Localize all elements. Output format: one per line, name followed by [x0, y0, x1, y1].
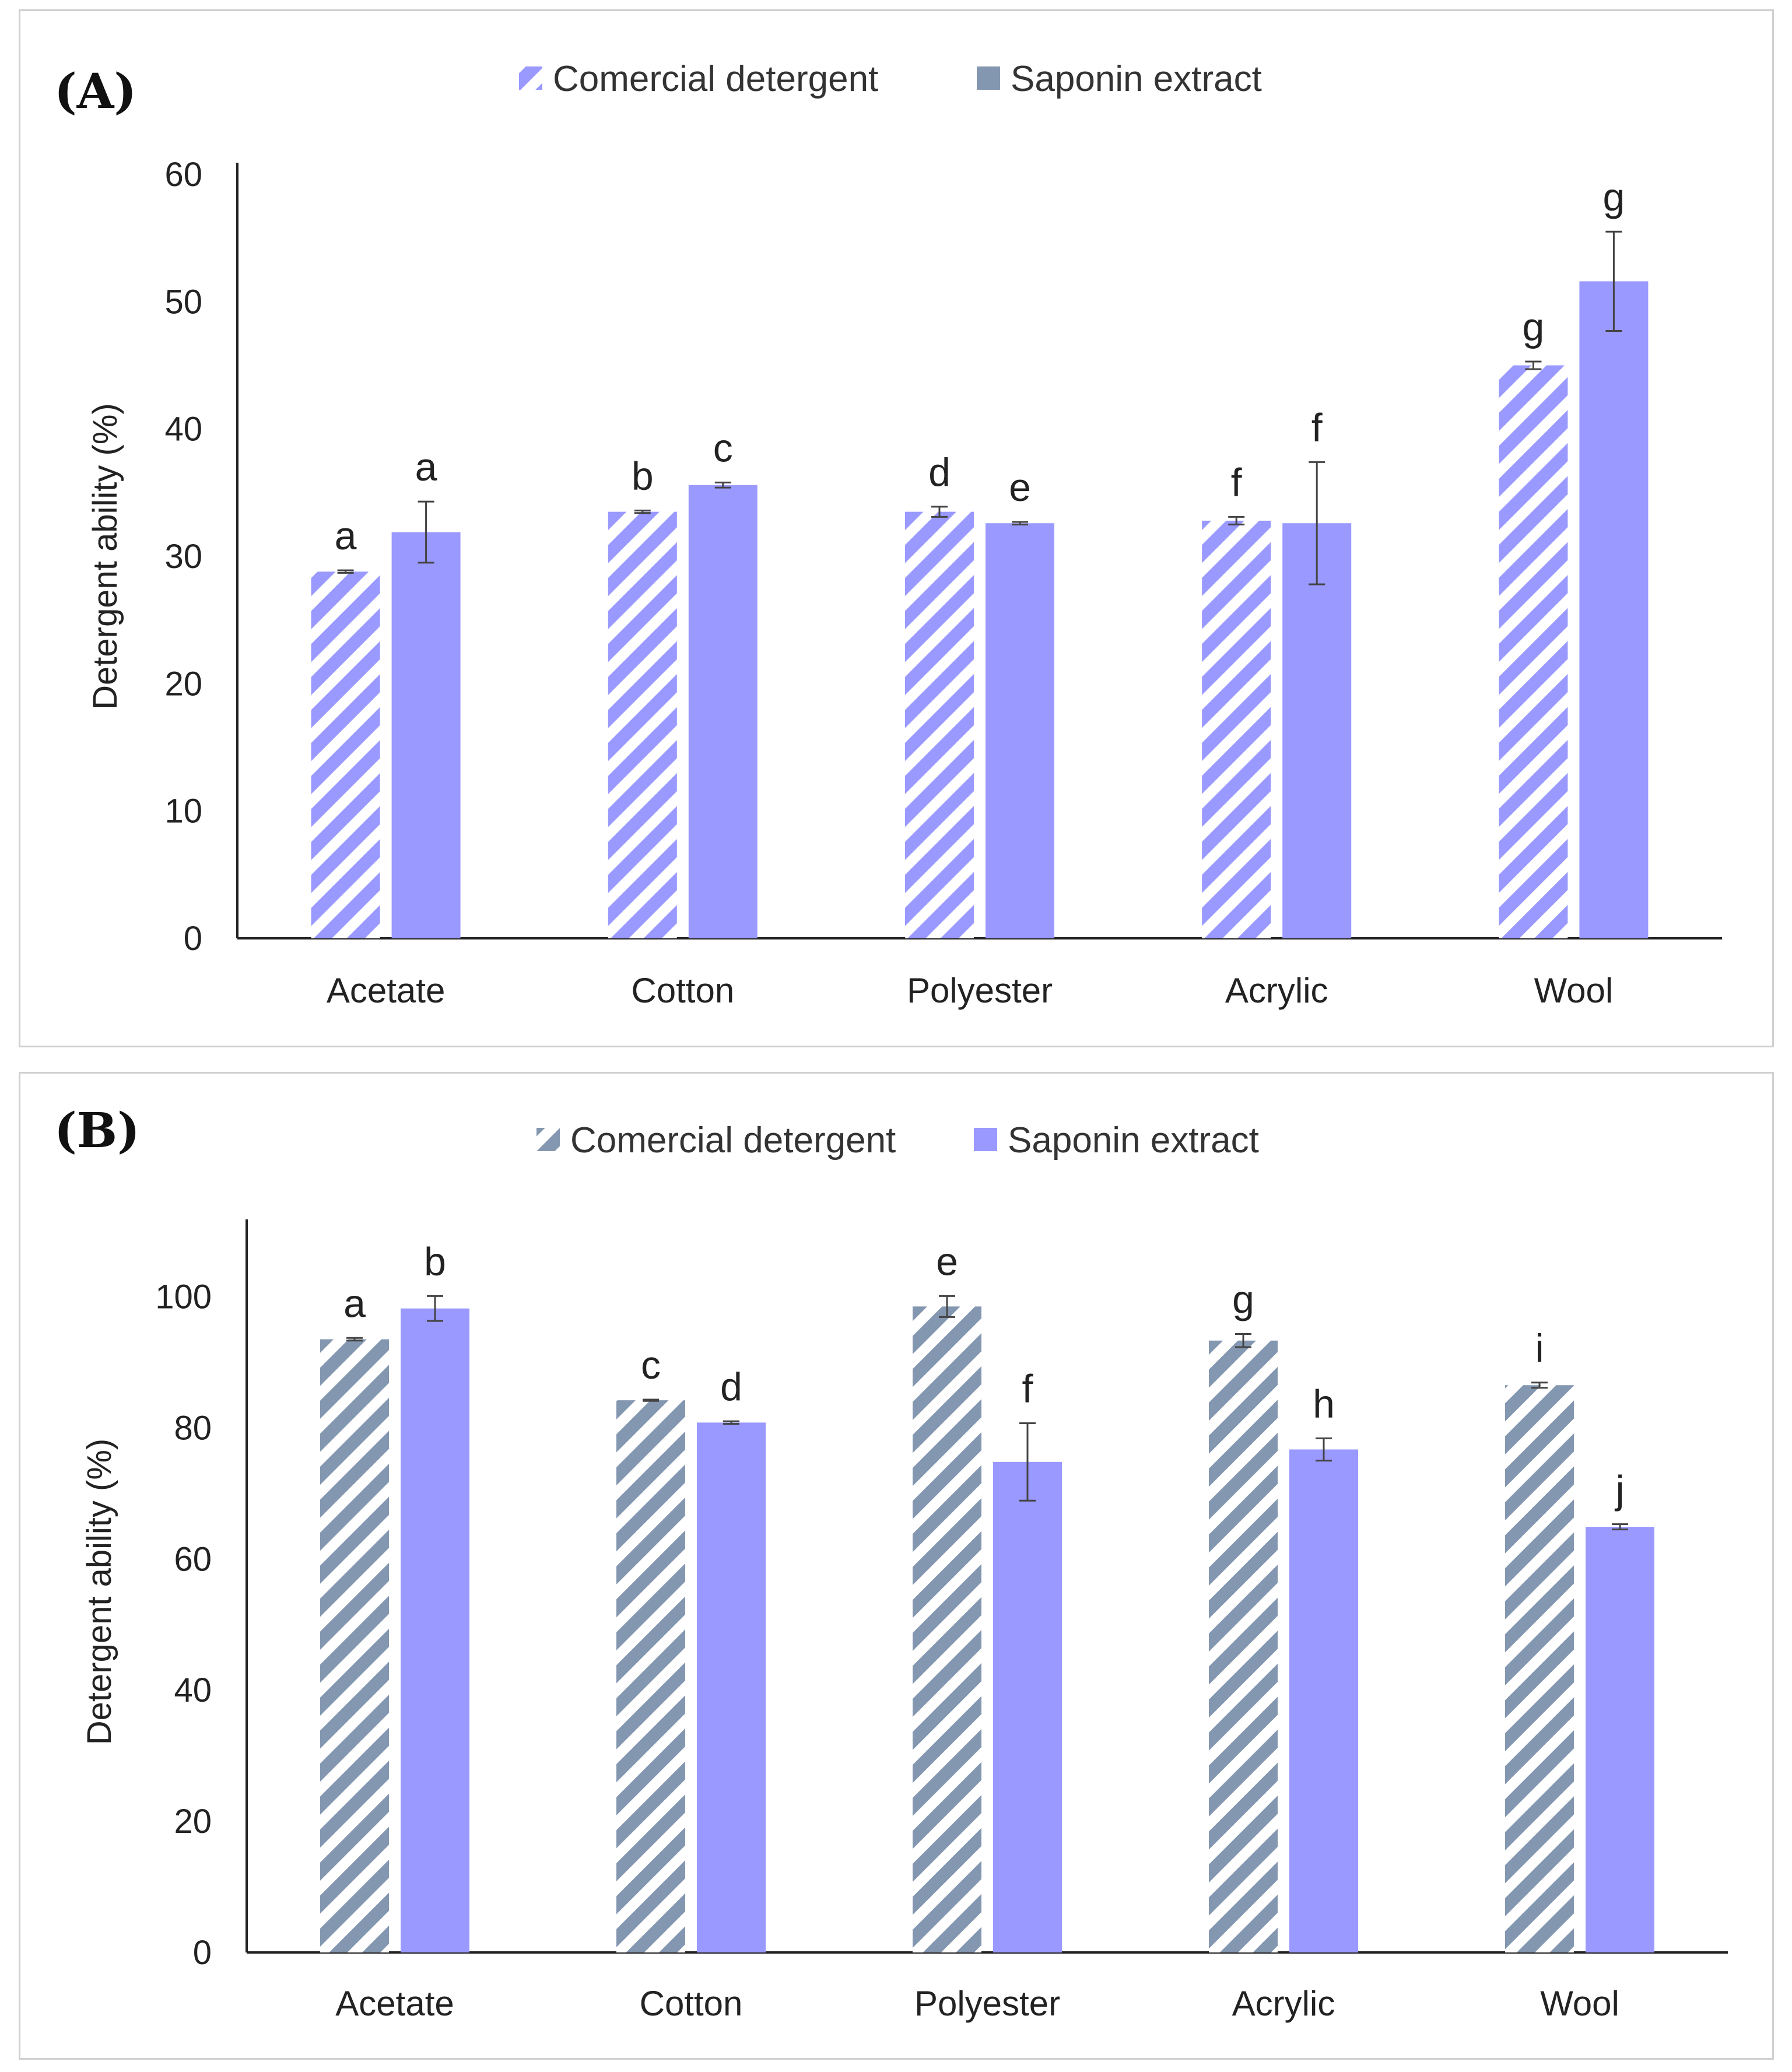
y-tick-label: 40: [164, 411, 202, 448]
significance-letter: d: [720, 1365, 742, 1409]
bar-polyester-series-1: [986, 523, 1054, 938]
significance-letter: c: [713, 426, 733, 470]
bar-wool-series-1: [1579, 281, 1649, 938]
panel-label-a: (A): [54, 64, 137, 120]
y-tick-label: 20: [164, 665, 202, 703]
y-tick-label: 30: [164, 538, 202, 576]
significance-letter: f: [1231, 460, 1242, 504]
y-tick-label: 0: [193, 1934, 212, 1972]
bar-acetate-series-0: [311, 572, 380, 938]
bar-polyester-series-0: [913, 1306, 981, 1952]
bar-chart-a: 0 10 20 30 40 50 60 Detergent ability (%) a b d f g a…: [86, 59, 1722, 1010]
x-tick-label-wool: Wool: [1534, 971, 1614, 1010]
significance-letter: j: [1614, 1468, 1624, 1512]
x-tick-label-cotton: Cotton: [640, 1984, 743, 2023]
x-tick-label-polyester: Polyester: [914, 1984, 1060, 2023]
bar-cotton-series-1: [697, 1422, 766, 1952]
significance-letter: e: [1009, 465, 1031, 510]
significance-letter: e: [936, 1239, 958, 1284]
significance-letter: g: [1522, 305, 1544, 349]
y-tick-label: 50: [164, 283, 202, 321]
bar-acrylic-series-1: [1289, 1449, 1358, 1952]
y-tick-label: 100: [155, 1278, 212, 1316]
significance-letter: f: [1311, 405, 1323, 450]
bar-polyester-series-0: [905, 511, 974, 938]
legend-label: Comercial detergent: [570, 1120, 896, 1161]
x-tick-label-polyester: Polyester: [907, 971, 1053, 1010]
bar-cotton-series-0: [608, 511, 677, 938]
x-tick-label-wool: Wool: [1540, 1984, 1619, 2023]
bar-acrylic-series-0: [1202, 520, 1271, 938]
legend-label: Saponin extract: [1008, 1120, 1259, 1161]
y-tick-label: 80: [174, 1409, 212, 1447]
y-tick-label: 20: [174, 1803, 212, 1840]
significance-letter: h: [1313, 1382, 1335, 1426]
significance-letter: a: [335, 514, 357, 558]
x-tick-label-acrylic: Acrylic: [1225, 971, 1328, 1010]
y-axis-title: Detergent ability (%): [80, 1439, 118, 1745]
bar-acetate-series-0: [320, 1339, 389, 1952]
significance-letter: g: [1232, 1278, 1254, 1322]
y-tick-label: 40: [174, 1671, 212, 1709]
legend-label: Saponin extract: [1011, 59, 1262, 99]
y-tick-label: 10: [164, 793, 202, 830]
legend-swatch: [519, 66, 542, 90]
significance-letter: g: [1602, 175, 1625, 219]
chart-panel-a: (A) 0 10 20 30 40 50 60 Detergent ability (%) a b…: [19, 9, 1774, 1047]
bar-cotton-series-1: [688, 485, 758, 938]
bar-wool-series-0: [1499, 365, 1568, 938]
significance-letter: b: [424, 1239, 446, 1284]
bar-acrylic-series-0: [1209, 1340, 1278, 1952]
bar-wool-series-1: [1586, 1527, 1654, 1952]
x-tick-label-cotton: Cotton: [631, 971, 734, 1010]
bar-acetate-series-1: [401, 1308, 469, 1952]
legend-label: Comercial detergent: [553, 59, 878, 99]
significance-letter: i: [1535, 1326, 1544, 1370]
significance-letter: d: [928, 450, 951, 495]
y-tick-label: 60: [164, 156, 202, 194]
bar-wool-series-0: [1505, 1385, 1574, 1952]
bar-cotton-series-0: [616, 1400, 685, 1952]
y-tick-label: 0: [184, 920, 202, 958]
bar-chart-b: 0 20 40 60 80 100 Detergent ability (%) a c e g i b d…: [80, 1120, 1728, 2023]
panel-label-b: (B): [54, 1103, 140, 1159]
significance-letter: f: [1022, 1366, 1033, 1411]
x-tick-label-acetate: Acetate: [327, 971, 445, 1010]
legend-swatch: [536, 1128, 560, 1151]
y-axis-title: Detergent ability (%): [86, 403, 124, 709]
legend-swatch: [974, 1128, 997, 1151]
significance-letter: a: [415, 445, 437, 489]
significance-letter: a: [343, 1281, 366, 1326]
bar-acrylic-series-1: [1282, 523, 1352, 938]
significance-letter: c: [641, 1343, 661, 1387]
significance-letter: b: [632, 454, 654, 498]
chart-panel-b: (B) 0 20 40 60 80 100 Detergent ability (%) a c e…: [19, 1072, 1774, 2060]
y-tick-label: 60: [174, 1540, 212, 1578]
x-tick-label-acrylic: Acrylic: [1232, 1984, 1335, 2023]
x-tick-label-acetate: Acetate: [335, 1984, 454, 2023]
legend-swatch: [977, 66, 1000, 90]
bar-polyester-series-1: [993, 1461, 1062, 1952]
bar-acetate-series-1: [391, 532, 461, 938]
